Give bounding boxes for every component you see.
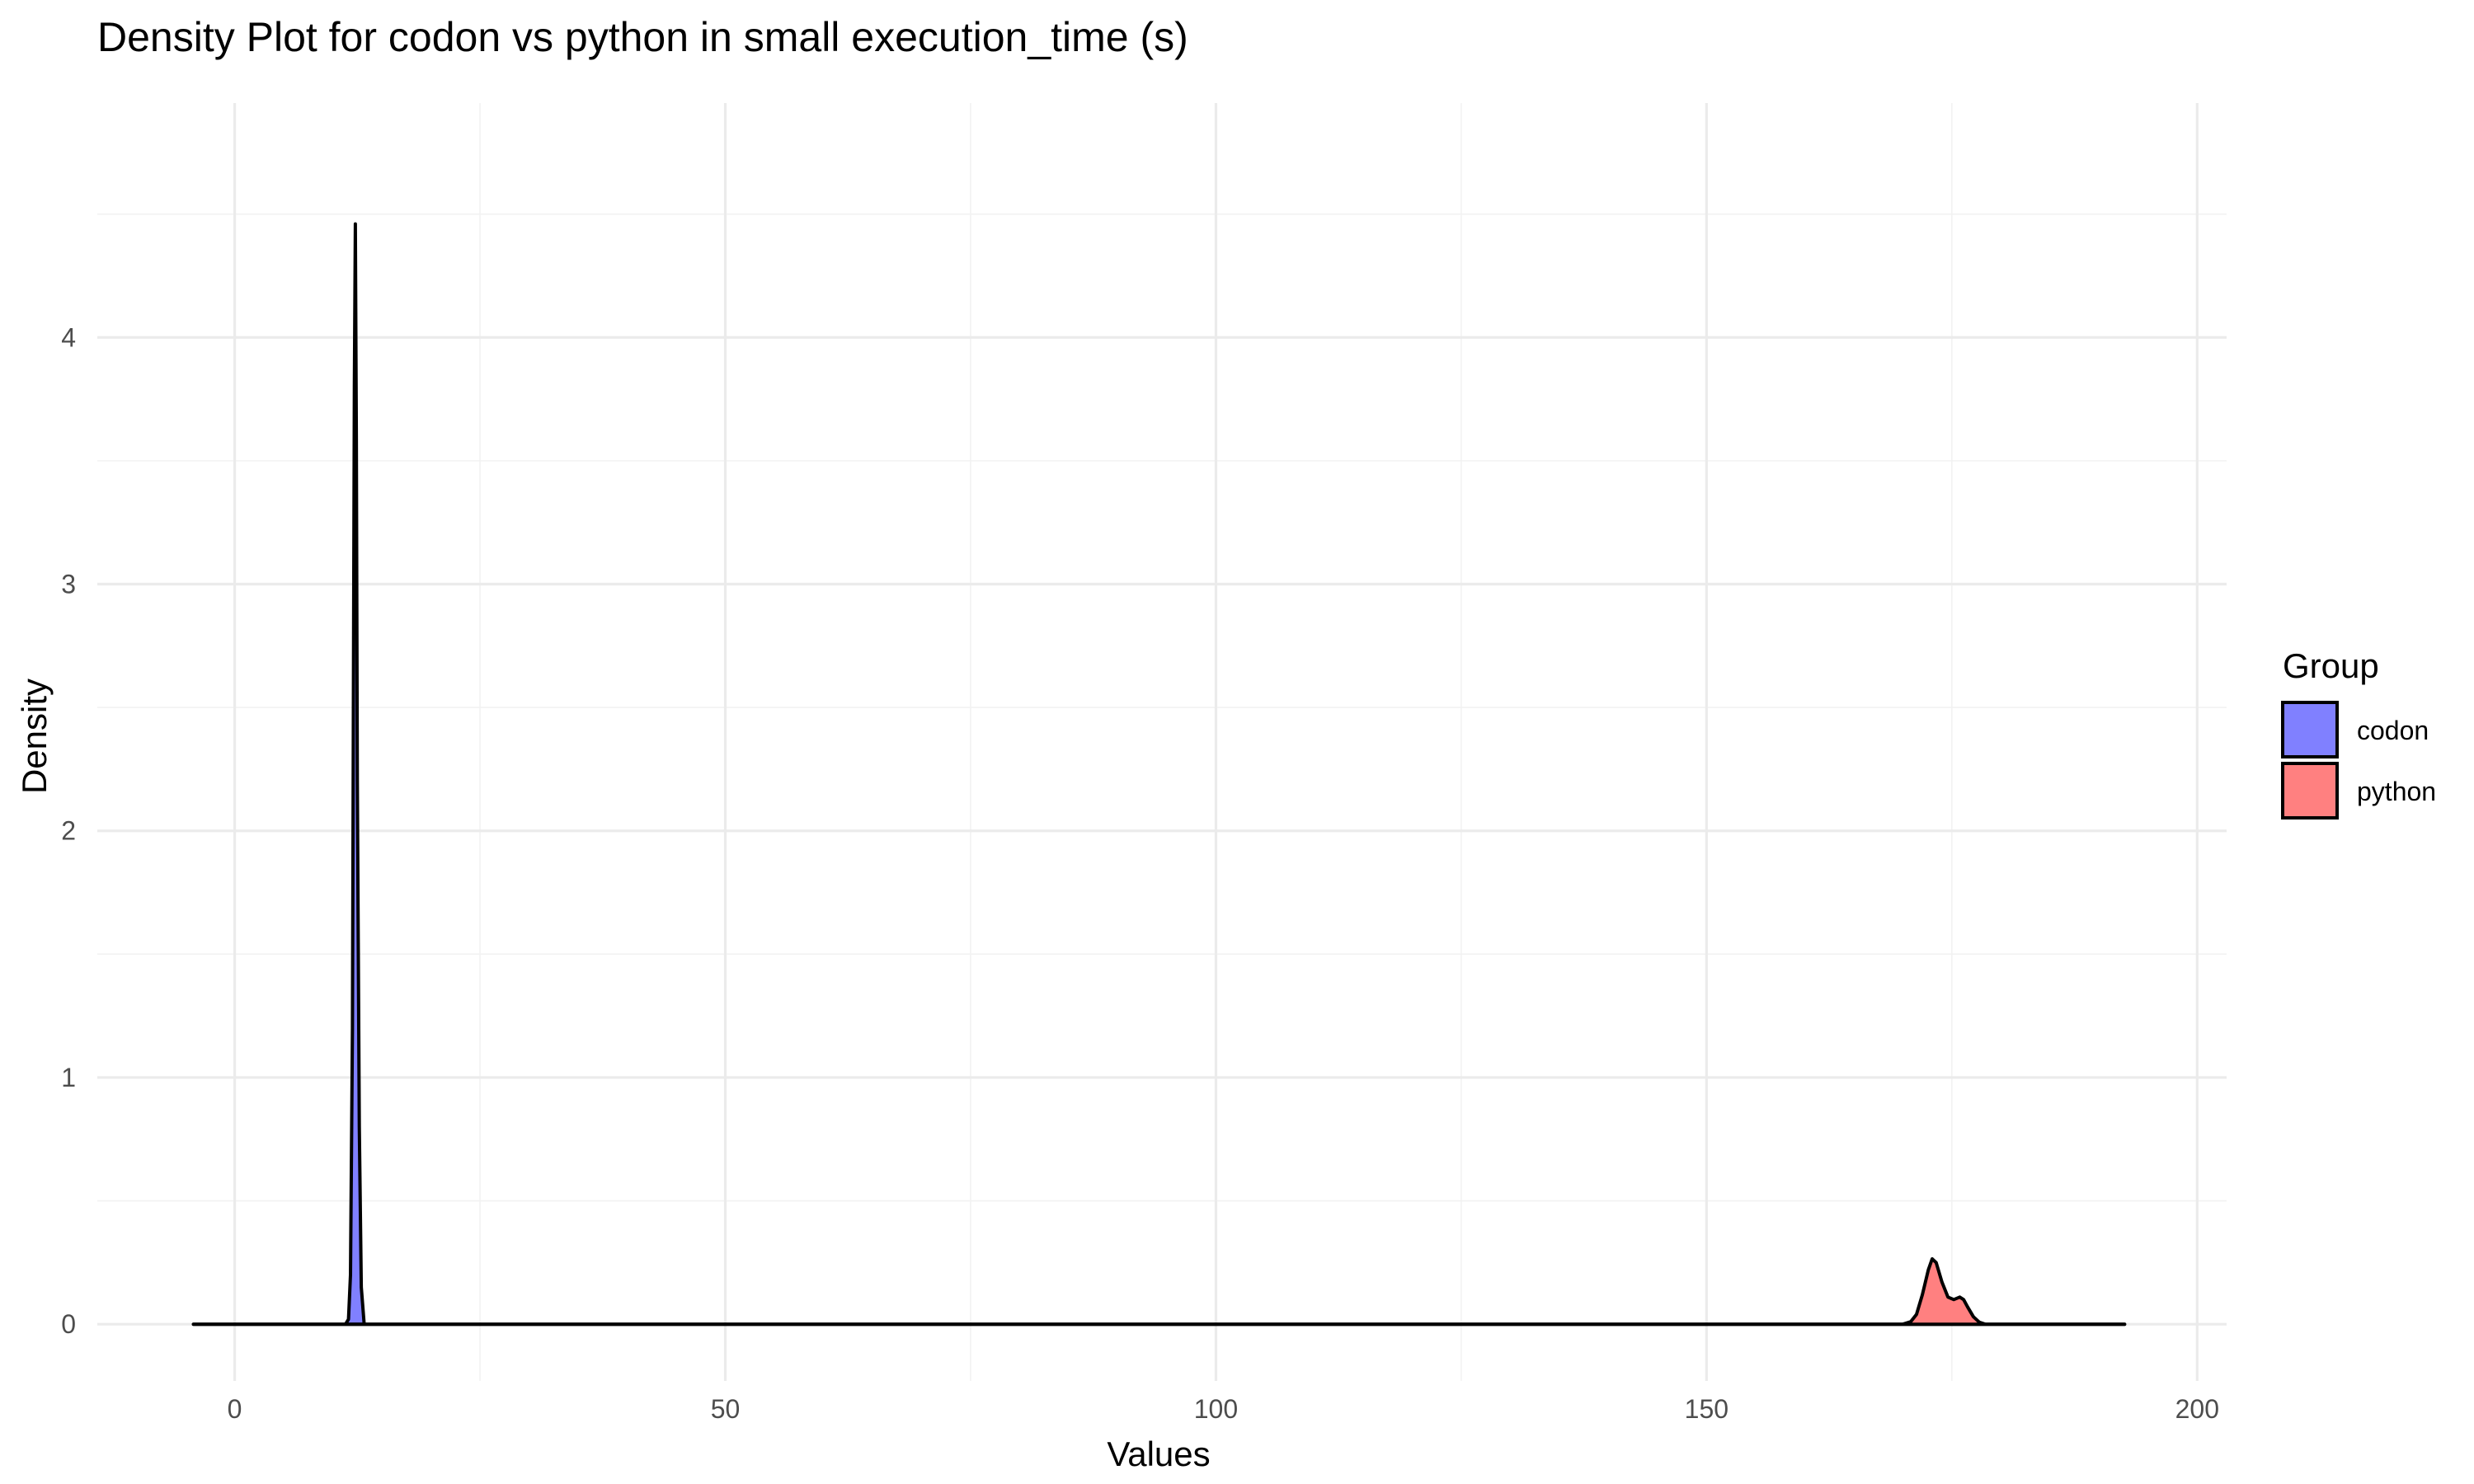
x-axis-tick-labels: 0 50 100 150 200 xyxy=(228,1394,2219,1424)
y-tick-label: 2 xyxy=(61,816,76,846)
legend: Group codon python xyxy=(2281,646,2436,819)
legend-label-codon: codon xyxy=(2357,716,2429,745)
y-tick-label: 4 xyxy=(61,322,76,352)
chart-title: Density Plot for codon vs python in smal… xyxy=(97,14,1188,60)
grid-minor-lines xyxy=(97,103,2227,1381)
x-tick-label: 100 xyxy=(1194,1394,1238,1424)
y-tick-label: 0 xyxy=(61,1309,76,1339)
grid-major-lines xyxy=(97,103,2227,1381)
density-area-python xyxy=(191,1256,2127,1327)
density-area-codon xyxy=(191,222,2127,1327)
x-tick-label: 50 xyxy=(711,1394,741,1424)
legend-title: Group xyxy=(2283,646,2379,685)
legend-key-codon xyxy=(2281,701,2339,758)
y-tick-label: 1 xyxy=(61,1063,76,1092)
x-tick-label: 200 xyxy=(2175,1394,2219,1424)
x-tick-label: 150 xyxy=(1685,1394,1729,1424)
x-tick-label: 0 xyxy=(228,1394,242,1424)
legend-key-python xyxy=(2281,762,2339,819)
legend-label-python: python xyxy=(2357,777,2436,806)
y-axis-title: Density xyxy=(15,679,54,794)
x-axis-title: Values xyxy=(1107,1435,1210,1473)
density-curves xyxy=(191,222,2127,1327)
y-tick-label: 3 xyxy=(61,569,76,599)
y-axis-tick-labels: 0 1 2 3 4 xyxy=(61,322,76,1339)
